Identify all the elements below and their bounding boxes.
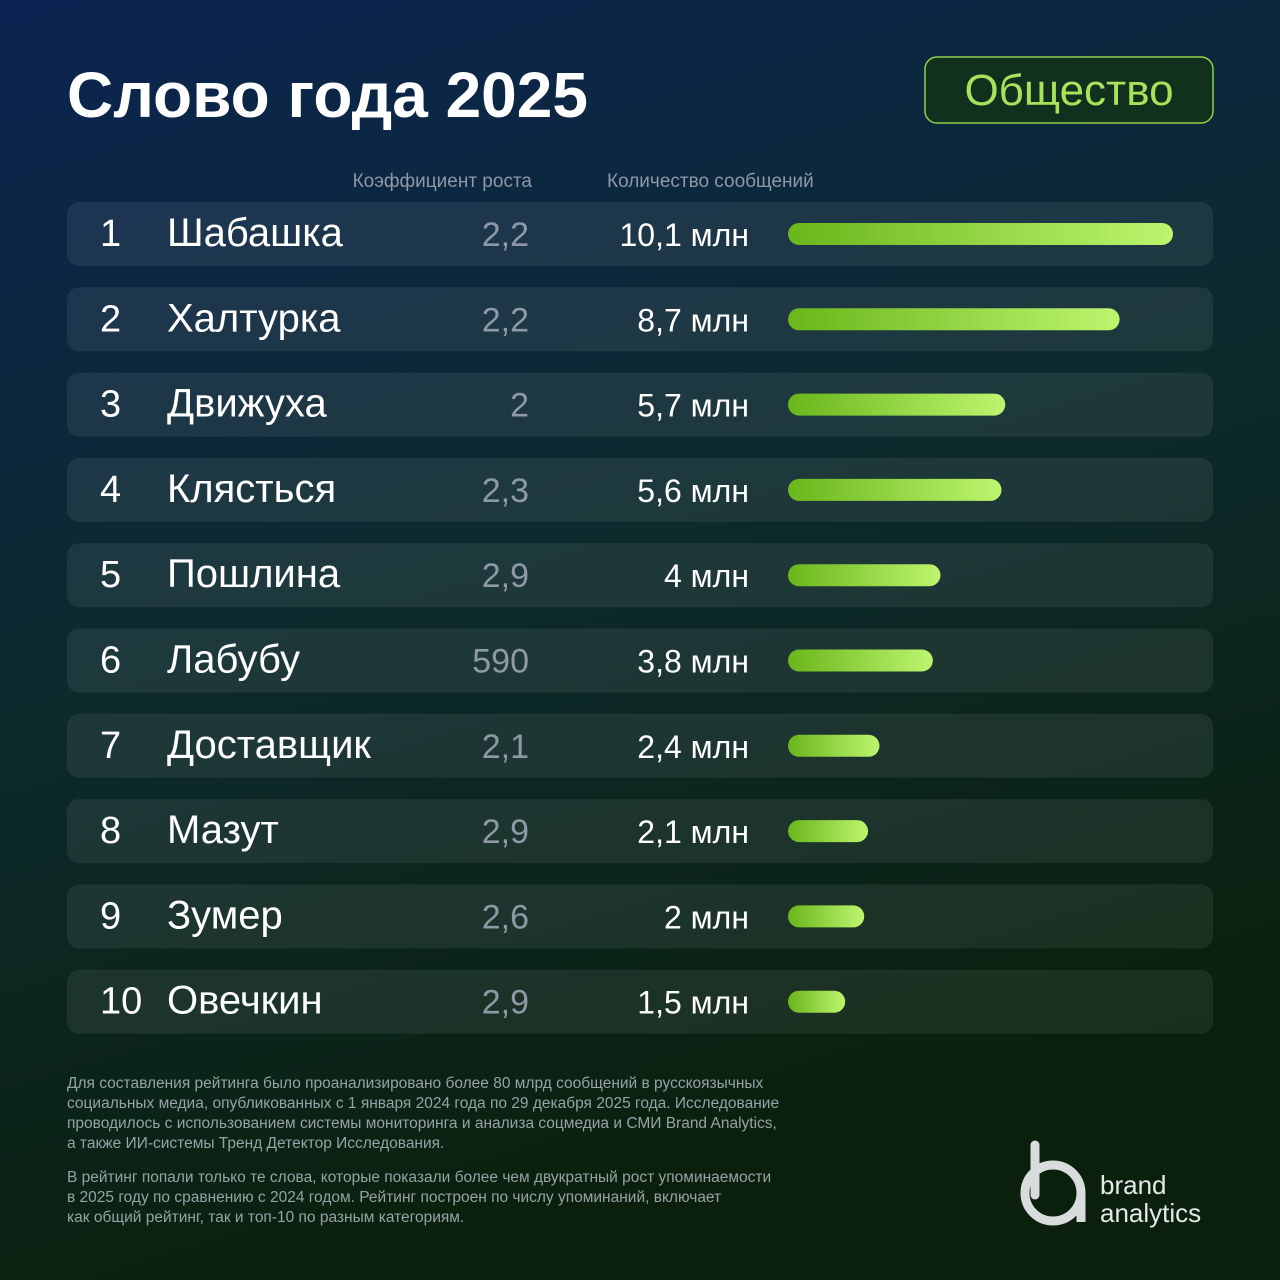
word: Лабубу <box>167 638 300 682</box>
footnote: Для составления рейтинга было проанализи… <box>67 1075 764 1092</box>
row-background <box>67 202 1213 266</box>
column-header: Количество сообщений <box>607 171 814 192</box>
bar <box>788 223 1173 245</box>
growth: 2 <box>510 387 529 425</box>
value-label: 1,5 млн <box>637 985 749 1021</box>
word: Халтурка <box>167 296 341 340</box>
rank: 10 <box>100 981 142 1023</box>
rank: 2 <box>100 298 121 340</box>
footnote: как общий рейтинг, так и топ-10 по разны… <box>67 1209 464 1226</box>
value-label: 5,6 млн <box>637 473 749 509</box>
footnote: в 2025 году по сравнению с 2024 годом. Р… <box>67 1189 721 1206</box>
rank: 9 <box>100 895 121 937</box>
logo-text: brand <box>1100 1170 1167 1200</box>
word: Движуха <box>167 382 327 426</box>
row-background <box>67 799 1213 864</box>
row-background <box>67 543 1213 608</box>
value-label: 10,1 млн <box>619 217 749 253</box>
row-background <box>67 372 1213 437</box>
footnote: социальных медиа, опубликованных с 1 янв… <box>67 1095 779 1112</box>
column-header: Коэффициент роста <box>353 171 533 192</box>
bar <box>788 990 846 1013</box>
bar <box>788 393 1006 416</box>
growth: 2,6 <box>482 898 529 936</box>
growth: 2,9 <box>482 557 529 595</box>
row-background <box>67 884 1213 949</box>
growth: 2,2 <box>482 216 529 254</box>
badge: Общество <box>964 66 1173 115</box>
bar <box>788 649 933 672</box>
row-background <box>67 457 1213 522</box>
logo-text: analytics <box>1100 1198 1201 1228</box>
row-background <box>67 969 1213 1034</box>
rank: 8 <box>100 810 121 852</box>
value-label: 2 млн <box>664 899 749 935</box>
value-label: 3,8 млн <box>637 644 749 680</box>
word: Доставщик <box>167 723 371 767</box>
rank: 5 <box>100 554 121 596</box>
growth: 2,9 <box>482 984 529 1022</box>
growth: 2,2 <box>482 301 529 339</box>
word: Зумер <box>167 893 283 937</box>
footnote: В рейтинг попали только те слова, которы… <box>67 1169 771 1186</box>
bar <box>788 820 869 843</box>
value-label: 2,1 млн <box>637 814 749 850</box>
word: Мазут <box>167 808 279 852</box>
growth: 590 <box>472 643 529 681</box>
growth: 2,3 <box>482 472 529 510</box>
badge-box <box>924 56 1214 124</box>
word: Шабашка <box>167 211 344 255</box>
row-background <box>67 628 1213 693</box>
row-background <box>67 713 1213 778</box>
value-label: 4 млн <box>664 558 749 594</box>
growth: 2,9 <box>482 813 529 851</box>
title: Слово года 2025 <box>67 59 588 131</box>
row-background <box>67 287 1213 352</box>
rank: 4 <box>100 469 121 511</box>
bar <box>788 308 1120 331</box>
word: Клясться <box>167 467 336 511</box>
footnote: проводилось с использованием системы мон… <box>67 1115 777 1132</box>
value-label: 5,7 млн <box>637 388 749 424</box>
bar <box>788 564 941 587</box>
bar <box>788 905 865 928</box>
bar <box>788 478 1002 501</box>
bar <box>788 734 880 757</box>
growth: 2,1 <box>482 728 529 766</box>
rank: 7 <box>100 725 121 767</box>
word: Пошлина <box>167 552 341 596</box>
logo: brand analytics <box>1020 1140 1201 1228</box>
value-label: 8,7 млн <box>637 302 749 338</box>
rank: 1 <box>100 213 121 255</box>
rank: 3 <box>100 384 121 426</box>
footnote: а также ИИ-системы Тренд Детектор Исслед… <box>67 1135 444 1152</box>
word: Овечкин <box>167 979 323 1023</box>
rank: 6 <box>100 640 121 682</box>
value-label: 2,4 млн <box>637 729 749 765</box>
